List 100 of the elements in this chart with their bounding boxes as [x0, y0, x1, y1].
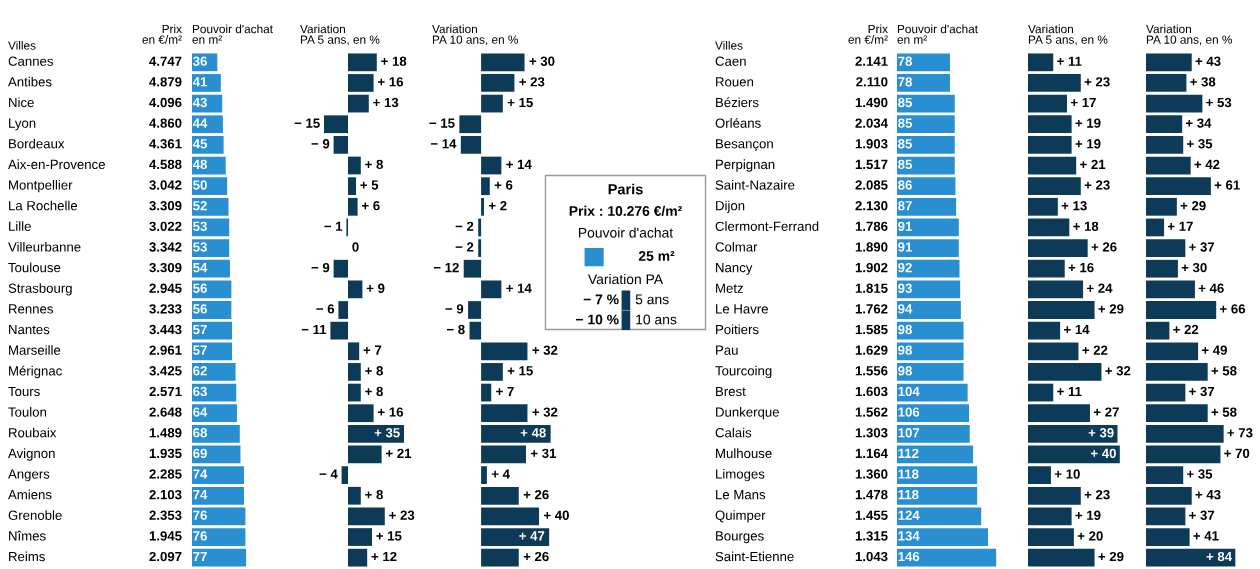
bar [192, 424, 240, 443]
data-label: + 48 [520, 428, 546, 438]
data-label: + 14 [506, 159, 532, 169]
bar [1028, 94, 1068, 113]
data-label: + 23 [1084, 77, 1110, 87]
bar [348, 197, 358, 216]
category-label: Metz [716, 283, 743, 293]
bar [192, 136, 224, 154]
data-label: 92 [898, 262, 912, 273]
data-label: 107 [898, 428, 920, 438]
bar [192, 404, 237, 423]
data-label: 68 [193, 428, 207, 438]
data-label: 53 [193, 221, 207, 231]
bar [897, 321, 964, 340]
bar [348, 94, 369, 113]
bar [897, 342, 964, 361]
data-label: + 35 [1187, 139, 1213, 149]
category-label: Pau [716, 345, 738, 355]
bar [192, 177, 228, 196]
text: Pouvoir d'achat [578, 227, 674, 238]
bar [348, 486, 361, 505]
data-label: 91 [898, 221, 912, 231]
bar [348, 280, 363, 299]
data-label: 2.110 [856, 77, 888, 87]
data-label: + 29 [1180, 201, 1206, 211]
data-label: 86 [898, 180, 912, 190]
category-label: Besançon [716, 139, 773, 152]
bar [348, 177, 356, 196]
data-label: 1.903 [855, 139, 888, 149]
data-label: 2.571 [149, 386, 182, 397]
data-label: 3.309 [149, 262, 182, 273]
bar [1146, 548, 1236, 567]
data-label: 2.034 [855, 118, 888, 128]
data-label: + 53 [1206, 97, 1232, 108]
data-label: 3.443 [149, 324, 182, 335]
text: Prix en €/m² [142, 24, 182, 44]
data-label: + 23 [1084, 180, 1110, 190]
bar [1146, 280, 1195, 299]
data-label: + 39 [1088, 428, 1114, 438]
bar [897, 383, 968, 402]
data-label: − 9 [311, 262, 330, 273]
data-label: 41 [192, 77, 208, 87]
bar [1146, 53, 1192, 72]
data-label: 91 [898, 242, 912, 252]
data-label: − 6 [316, 304, 335, 314]
data-label: 1.562 [855, 407, 888, 417]
chart-title: Variation PA 5 ans, en % [300, 24, 380, 46]
data-label: + 73 [1227, 428, 1253, 438]
data-label: + 6 [361, 201, 380, 211]
data-label: 85 [898, 97, 912, 108]
data-label: + 12 [371, 551, 397, 562]
data-label: 78 [898, 56, 912, 66]
bar [1146, 218, 1165, 237]
data-label: + 37 [1189, 242, 1215, 252]
data-label: + 32 [1105, 366, 1131, 376]
bar [348, 404, 374, 423]
bar [481, 486, 519, 505]
bar [481, 177, 490, 196]
bar [1028, 280, 1084, 299]
data-label: + 40 [1090, 448, 1116, 459]
bar [478, 218, 482, 237]
data-label: 1.043 [855, 551, 888, 562]
bar [481, 94, 503, 113]
data-label: + 84 [1206, 551, 1232, 562]
bar [1028, 528, 1074, 546]
chart-title: Pouvoir d'achat en m² [897, 24, 978, 44]
bar [1028, 342, 1079, 361]
data-label: + 9 [366, 283, 385, 293]
text: Prix : 10.276 €/m² [569, 205, 682, 217]
data-label: 1.815 [855, 283, 888, 293]
category-label: Aix-en-Provence [8, 159, 105, 170]
bar [1146, 363, 1208, 381]
bar [192, 301, 232, 319]
data-label: + 19 [1075, 510, 1101, 520]
data-label: 4.860 [149, 118, 182, 128]
bar [897, 197, 957, 216]
category-label: Tours [8, 386, 40, 397]
data-label: 1.945 [149, 531, 182, 541]
category-label: Marseille [9, 345, 61, 355]
data-label: 4.588 [149, 159, 182, 170]
bar [348, 156, 361, 175]
data-label: − 4 [319, 469, 338, 479]
data-label: 118 [898, 489, 919, 500]
data-label: 36 [193, 56, 207, 66]
data-label: 118 [898, 469, 919, 479]
bar [897, 177, 956, 196]
bar [1028, 548, 1095, 567]
bar [1028, 136, 1072, 154]
bar [1028, 404, 1090, 423]
data-label: + 16 [1068, 262, 1094, 273]
data-label: + 4 [491, 469, 510, 479]
data-label: 45 [192, 139, 208, 149]
data-label: 2.961 [149, 345, 182, 355]
bar [338, 301, 348, 319]
text: 10 ans [636, 314, 677, 325]
bar [348, 363, 361, 381]
data-label: 1.603 [855, 386, 888, 397]
category-label: Nancy [716, 263, 753, 275]
data-label: 146 [898, 551, 920, 562]
data-label: + 21 [385, 448, 412, 458]
